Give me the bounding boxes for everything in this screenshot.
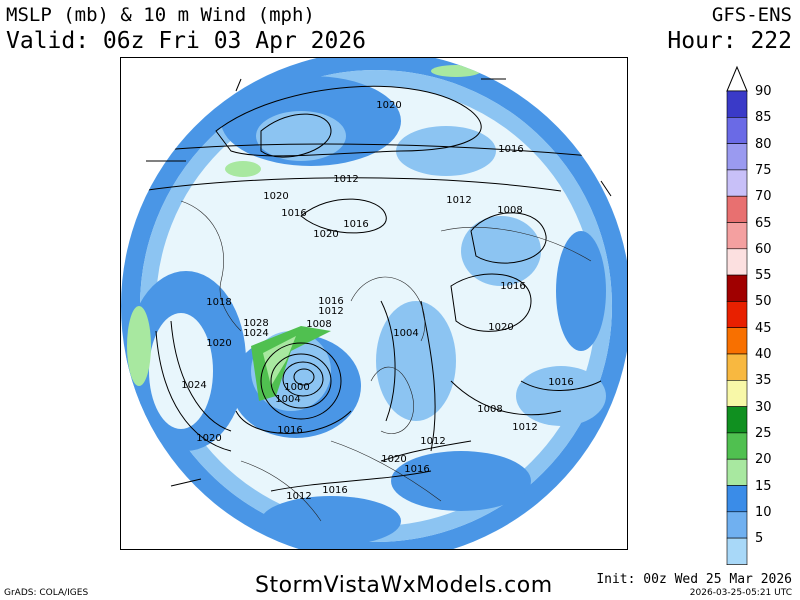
- isobar-label: 1008: [477, 404, 502, 415]
- isobar-label: 1016: [281, 208, 306, 219]
- colorbar-swatch: [726, 379, 748, 407]
- isobar-labels: 1020101610121012100810201016101610201016…: [181, 100, 573, 502]
- colorbar-tick-label: 50: [755, 294, 772, 310]
- colorbar-tick-label: 40: [755, 347, 772, 362]
- colorbar-swatch: [726, 222, 748, 250]
- isobar-label: 1004: [393, 328, 418, 339]
- isobar-label: 1012: [318, 306, 343, 317]
- colorbar-swatch: [726, 116, 748, 144]
- wind-arrows: [146, 78, 612, 487]
- isobar-label: 1028: [243, 318, 268, 329]
- colorbar-tick-label: 25: [755, 425, 772, 441]
- colorbar-tick-label: 30: [755, 399, 772, 415]
- isobar-label: 1012: [446, 195, 471, 206]
- colorbar-swatch: [726, 327, 748, 355]
- model-name: GFS-ENS: [711, 4, 792, 26]
- isobar-label: 1012: [286, 491, 311, 502]
- init-time: Init: 00z Wed 25 Mar 2026: [596, 572, 792, 587]
- colorbar-swatch: [726, 169, 748, 197]
- colorbar-tick-label: 80: [755, 136, 772, 152]
- colorbar-swatch: [726, 406, 748, 434]
- isobar-label: 1016: [322, 485, 347, 496]
- isobar-label: 1020: [313, 229, 338, 240]
- forecast-hour: Hour: 222: [667, 28, 792, 54]
- wind-shading: [121, 58, 627, 549]
- coastlines: [180, 200, 592, 522]
- isobar-label: 1016: [318, 296, 343, 307]
- polar-map: 1020101610121012100810201016101610201016…: [121, 58, 627, 549]
- isobar-label: 1012: [333, 174, 358, 185]
- colorbar-swatch: [726, 564, 748, 565]
- isobar-label: 1020: [488, 322, 513, 333]
- isobar-label: 1004: [275, 394, 300, 405]
- isobar-label: 1012: [512, 422, 537, 433]
- colorbar-tick-label: 10: [755, 504, 772, 520]
- colorbar-tick-label: 90: [755, 84, 772, 99]
- colorbar-tick-label: 85: [755, 110, 772, 126]
- grads-credit: GrADS: COLA/IGES: [4, 588, 89, 598]
- isobar-label: 1016: [277, 425, 302, 436]
- colorbar-tick-label: 5: [755, 531, 764, 547]
- colorbar-top-arrow: [726, 65, 748, 92]
- isobar-label: 1008: [497, 205, 522, 216]
- isobar-label: 1020: [206, 338, 231, 349]
- isobar-label: 1020: [263, 191, 288, 202]
- map-panel: 1020 1016 1012 1012 1008 1020 1016 1016 1020 1016…: [120, 57, 628, 550]
- site-watermark: StormVistaWxModels.com: [255, 573, 553, 598]
- colorbar-tick-label: 35: [755, 373, 772, 389]
- wind-colorbar: [726, 65, 748, 565]
- colorbar-swatch: [726, 537, 748, 565]
- isobar-label: 1016: [498, 144, 523, 155]
- isobar-label: 1024: [181, 380, 206, 391]
- isobar-label: 1008: [306, 319, 331, 330]
- colorbar-tick-label: 15: [755, 478, 772, 494]
- colorbar-swatch: [726, 432, 748, 460]
- isobar-lines: [140, 85, 602, 492]
- isobar-label: 1016: [548, 377, 573, 388]
- colorbar-tick-label: 65: [755, 215, 772, 231]
- colorbar-tick-label: 60: [755, 241, 772, 257]
- valid-time: Valid: 06z Fri 03 Apr 2026: [6, 28, 367, 54]
- isobar-label: 1016: [404, 464, 429, 475]
- colorbar-swatch: [726, 511, 748, 539]
- colorbar-swatch: [726, 90, 748, 118]
- colorbar-swatch: [726, 248, 748, 276]
- isobar-label: 1024: [243, 328, 268, 339]
- chart-title: MSLP (mb) & 10 m Wind (mph): [6, 4, 315, 26]
- colorbar-swatch: [726, 458, 748, 486]
- isobar-label: 1012: [420, 436, 445, 447]
- colorbar-swatch: [726, 353, 748, 381]
- isobar-label: 1016: [343, 219, 368, 230]
- isobar-label: 1020: [381, 454, 406, 465]
- colorbar-tick-label: 70: [755, 189, 772, 205]
- colorbar-swatch: [726, 195, 748, 223]
- colorbar-tick-label: 75: [755, 162, 772, 178]
- isobar-label: 1000: [284, 382, 309, 393]
- colorbar-swatch: [726, 301, 748, 328]
- colorbar-swatch: [726, 143, 748, 171]
- isobar-label: 1020: [376, 100, 401, 111]
- colorbar-tick-label: 45: [755, 320, 772, 336]
- colorbar-tick-label: 55: [755, 268, 772, 284]
- colorbar-swatch: [726, 485, 748, 513]
- generated-stamp: 2026-03-25-05:21 UTC: [689, 588, 792, 598]
- colorbar-tick-label: 20: [755, 452, 772, 468]
- colorbar-swatch: [726, 274, 748, 302]
- isobar-label: 1018: [206, 297, 231, 308]
- isobar-label: 1016: [500, 281, 525, 292]
- isobar-label: 1020: [196, 433, 221, 444]
